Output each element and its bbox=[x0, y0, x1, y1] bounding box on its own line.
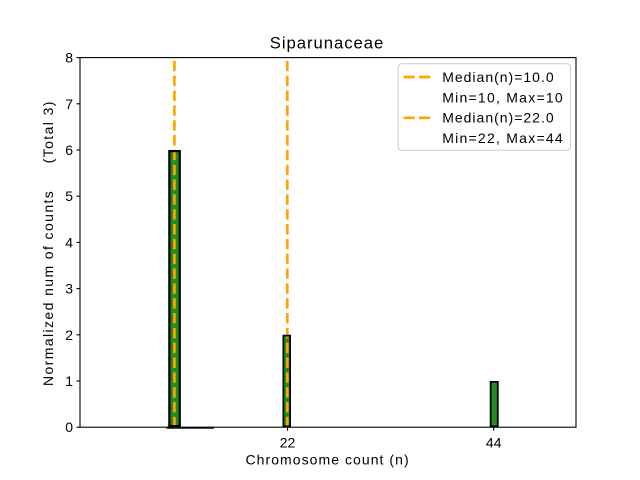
svg-text:5: 5 bbox=[65, 188, 73, 204]
svg-text:Median(n)=10.0: Median(n)=10.0 bbox=[442, 69, 554, 85]
svg-text:Min=10, Max=10: Min=10, Max=10 bbox=[442, 89, 564, 105]
svg-text:4: 4 bbox=[65, 234, 73, 250]
svg-text:Normalized num of counts (: Normalized num of counts (Total 3) bbox=[40, 100, 56, 386]
svg-text:22: 22 bbox=[280, 435, 296, 451]
svg-text:Chromosome count (n): Chromosome count (n) bbox=[246, 451, 410, 467]
svg-text:3: 3 bbox=[65, 281, 73, 297]
svg-text:2: 2 bbox=[65, 327, 73, 343]
svg-text:Median(n)=22.0: Median(n)=22.0 bbox=[442, 110, 554, 126]
svg-text:0: 0 bbox=[65, 419, 73, 435]
svg-text:1: 1 bbox=[65, 373, 73, 389]
svg-text:6: 6 bbox=[65, 142, 73, 158]
svg-text:Siparunaceae: Siparunaceae bbox=[270, 33, 384, 52]
svg-text:8: 8 bbox=[65, 50, 73, 66]
svg-text:7: 7 bbox=[65, 96, 73, 112]
svg-text:Min=22, Max=44: Min=22, Max=44 bbox=[442, 130, 564, 146]
svg-text:44: 44 bbox=[486, 435, 502, 451]
